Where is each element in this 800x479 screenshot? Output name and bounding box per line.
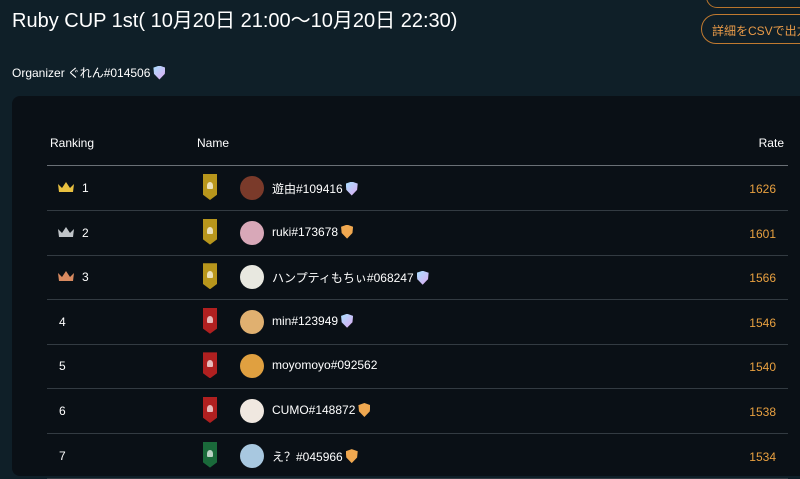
rank-cell: 1 bbox=[57, 181, 89, 195]
player-name[interactable]: min#123949 bbox=[272, 313, 354, 328]
rank-number: 7 bbox=[59, 448, 66, 463]
tier-badge-icon bbox=[203, 263, 217, 290]
rank-number: 5 bbox=[59, 359, 66, 374]
export-csv-button[interactable]: 詳細をCSVで出力 bbox=[701, 14, 800, 44]
table-row[interactable]: 6 CUMO#148872 1538 bbox=[47, 389, 788, 434]
ranking-card bbox=[12, 96, 800, 476]
column-rate: Rate bbox=[758, 136, 784, 150]
organizer: Organizer ぐれん#014506 bbox=[12, 64, 166, 81]
header-divider bbox=[47, 165, 788, 166]
tier-badge-icon bbox=[203, 397, 217, 423]
rate-value: 1601 bbox=[749, 226, 776, 241]
shield-icon bbox=[153, 65, 166, 80]
shield-icon bbox=[345, 449, 358, 464]
column-ranking: Ranking bbox=[50, 136, 95, 150]
avatar[interactable] bbox=[240, 399, 264, 423]
top-button[interactable] bbox=[706, 0, 800, 8]
table-row[interactable]: 1 遊由#109416 1626 bbox=[47, 166, 788, 211]
player-name[interactable]: moyomoyo#092562 bbox=[272, 358, 377, 372]
rate-value: 1546 bbox=[749, 315, 776, 330]
table-row[interactable]: 3 ハンプティもちぃ#068247 1566 bbox=[47, 255, 788, 301]
avatar[interactable] bbox=[240, 354, 264, 379]
player-name[interactable]: CUMO#148872 bbox=[272, 403, 371, 417]
table-row[interactable]: 4 min#123949 1546 bbox=[47, 300, 788, 345]
player-name[interactable]: ruki#173678 bbox=[272, 224, 354, 239]
shield-icon bbox=[345, 181, 358, 196]
avatar[interactable] bbox=[240, 443, 264, 468]
rate-value: 1626 bbox=[749, 182, 776, 196]
organizer-label: Organizer bbox=[12, 65, 65, 80]
avatar[interactable] bbox=[240, 265, 264, 290]
shield-icon bbox=[341, 313, 354, 328]
page-title: Ruby CUP 1st( 10月20日 21:00～10月20日 22:30) bbox=[12, 10, 458, 32]
shield-icon bbox=[358, 403, 371, 417]
rank-number: 2 bbox=[82, 225, 89, 240]
table-row[interactable]: 5 moyomoyo#092562 1540 bbox=[47, 344, 788, 390]
player-name-text[interactable]: え？#045966 bbox=[272, 449, 343, 464]
player-name-text[interactable]: ハンプティもちぃ#068247 bbox=[272, 271, 414, 286]
column-name: Name bbox=[197, 136, 230, 150]
player-name-text[interactable]: CUMO#148872 bbox=[272, 403, 356, 417]
player-name-text[interactable]: ruki#173678 bbox=[272, 224, 339, 239]
tier-badge-icon bbox=[203, 441, 217, 468]
rate-value: 1566 bbox=[749, 271, 776, 286]
shield-icon bbox=[341, 224, 354, 239]
rank-number: 1 bbox=[82, 181, 89, 195]
tier-badge-icon bbox=[203, 352, 217, 379]
rank-number: 3 bbox=[82, 270, 89, 285]
shield-icon bbox=[416, 270, 429, 285]
table-row[interactable]: 2 ruki#173678 1601 bbox=[47, 211, 788, 256]
avatar[interactable] bbox=[240, 309, 264, 334]
rank-number: 6 bbox=[59, 404, 66, 418]
player-name[interactable]: ハンプティもちぃ#068247 bbox=[272, 269, 429, 286]
player-name-text[interactable]: 遊由#109416 bbox=[272, 182, 343, 196]
rank-cell: 3 bbox=[57, 270, 89, 284]
avatar[interactable] bbox=[240, 220, 264, 245]
player-name[interactable]: え？#045966 bbox=[272, 448, 358, 465]
tier-badge-icon bbox=[203, 307, 217, 334]
crown-icon bbox=[58, 271, 74, 282]
tier-badge-icon bbox=[203, 174, 217, 200]
rate-value: 1534 bbox=[749, 449, 776, 464]
rank-number: 4 bbox=[59, 314, 66, 329]
rank-cell: 2 bbox=[57, 226, 89, 240]
avatar[interactable] bbox=[240, 176, 264, 200]
organizer-name[interactable]: ぐれん#014506 bbox=[67, 66, 151, 80]
crown-icon bbox=[58, 226, 74, 237]
tier-badge-icon bbox=[203, 218, 217, 245]
player-name[interactable]: 遊由#109416 bbox=[272, 180, 358, 197]
crown-icon bbox=[58, 182, 74, 192]
player-name-text[interactable]: moyomoyo#092562 bbox=[272, 358, 378, 373]
rate-value: 1540 bbox=[749, 360, 776, 375]
rate-value: 1538 bbox=[749, 405, 776, 419]
table-row[interactable]: 7 え？#045966 1534 bbox=[47, 434, 788, 479]
player-name-text[interactable]: min#123949 bbox=[272, 313, 339, 328]
